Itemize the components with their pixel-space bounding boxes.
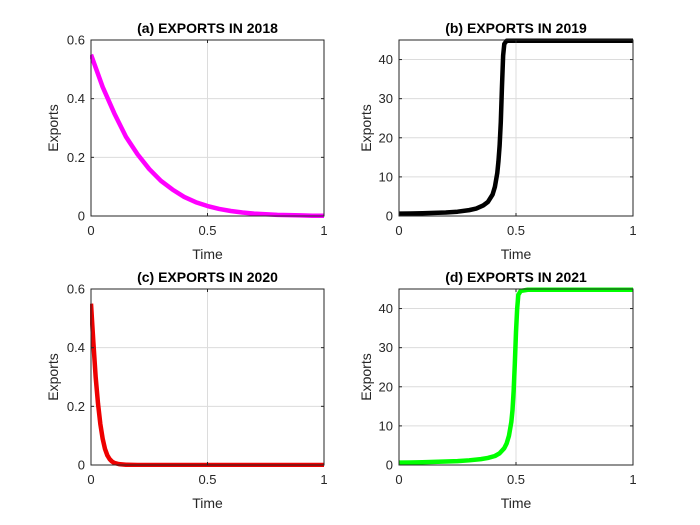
y-axis-label: Exports [45, 104, 61, 151]
y-tick-label: 40 [379, 301, 393, 316]
y-tick-label: 0 [386, 458, 393, 473]
x-axis-label: Time [501, 246, 532, 262]
x-tick-label: 1 [320, 472, 327, 487]
series-line-1 [398, 287, 633, 465]
x-axis-label: Time [501, 495, 532, 511]
x-tick-label: 0.5 [198, 223, 216, 238]
x-tick-label: 0 [395, 223, 402, 238]
series-line-1 [90, 53, 324, 218]
y-tick-label: 10 [379, 169, 393, 184]
y-tick-label: 20 [379, 379, 393, 394]
y-tick-label: 0.6 [67, 282, 85, 297]
x-axis-label: Time [192, 495, 223, 511]
x-tick-label: 0.5 [198, 472, 216, 487]
y-tick-label: 0.4 [67, 340, 85, 355]
subplot-1: 0 0.5 1 0 0.2 0.4 0.6 (a) EXPORTS IN 2018 Time Ex… [45, 20, 328, 262]
y-axis-label: Exports [358, 104, 374, 151]
y-axis-label: Exports [358, 353, 374, 400]
x-tick-label: 1 [320, 223, 327, 238]
x-tick-label: 0 [87, 223, 94, 238]
x-tick-label: 0.5 [507, 472, 525, 487]
y-tick-label: 0 [78, 209, 85, 224]
y-tick-label: 30 [379, 340, 393, 355]
series-line-1 [398, 38, 633, 216]
y-tick-label: 40 [379, 52, 393, 67]
x-axis-label: Time [192, 246, 223, 262]
y-tick-label: 0.6 [67, 33, 85, 48]
y-tick-label: 0 [386, 209, 393, 224]
y-tick-label: 0.2 [67, 150, 85, 165]
x-tick-label: 1 [629, 223, 636, 238]
x-tick-label: 0 [395, 472, 402, 487]
subplot-title: (d) EXPORTS IN 2021 [445, 269, 587, 285]
y-tick-label: 0 [78, 458, 85, 473]
subplot-title: (c) EXPORTS IN 2020 [137, 269, 278, 285]
y-tick-label: 30 [379, 91, 393, 106]
y-tick-label: 10 [379, 418, 393, 433]
x-tick-label: 0.5 [507, 223, 525, 238]
x-tick-label: 1 [629, 472, 636, 487]
y-tick-label: 20 [379, 130, 393, 145]
subplot-title: (a) EXPORTS IN 2018 [137, 20, 278, 36]
y-tick-label: 0.4 [67, 91, 85, 106]
subplot-title: (b) EXPORTS IN 2019 [445, 20, 587, 36]
subplot-3: 0 0.5 1 0 0.2 0.4 0.6 (c) EXPORTS IN 2020 Time Ex… [45, 269, 328, 511]
x-tick-label: 0 [87, 472, 94, 487]
y-tick-label: 0.2 [67, 399, 85, 414]
y-axis-label: Exports [45, 353, 61, 400]
